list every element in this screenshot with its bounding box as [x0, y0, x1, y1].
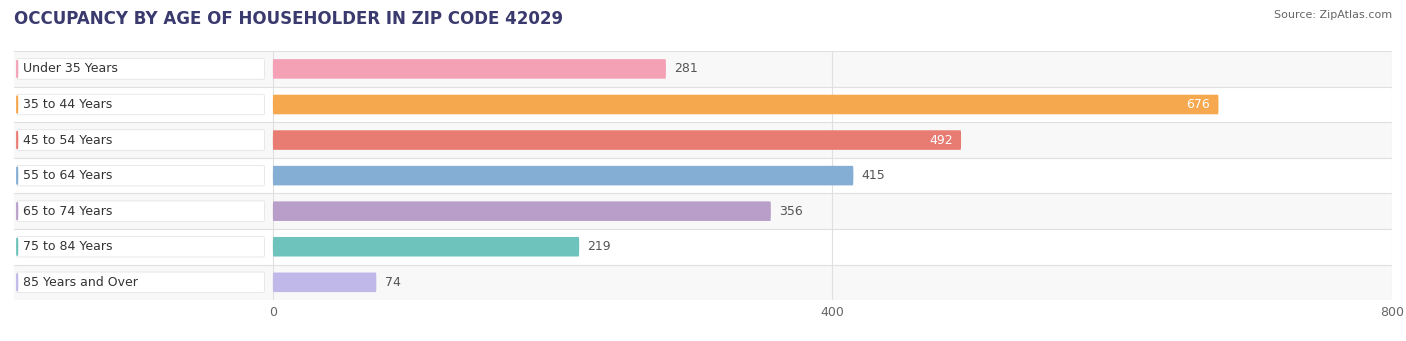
FancyBboxPatch shape	[273, 95, 1219, 114]
Text: OCCUPANCY BY AGE OF HOUSEHOLDER IN ZIP CODE 42029: OCCUPANCY BY AGE OF HOUSEHOLDER IN ZIP C…	[14, 10, 564, 28]
FancyBboxPatch shape	[273, 166, 853, 186]
FancyBboxPatch shape	[17, 130, 264, 150]
FancyBboxPatch shape	[17, 59, 264, 79]
FancyBboxPatch shape	[17, 236, 264, 257]
Text: 356: 356	[779, 205, 803, 218]
FancyBboxPatch shape	[14, 87, 1392, 122]
FancyBboxPatch shape	[273, 237, 579, 256]
Text: 45 to 54 Years: 45 to 54 Years	[24, 134, 112, 147]
FancyBboxPatch shape	[17, 201, 264, 221]
FancyBboxPatch shape	[17, 165, 264, 186]
FancyBboxPatch shape	[14, 51, 1392, 87]
Text: Under 35 Years: Under 35 Years	[24, 62, 118, 75]
Text: 74: 74	[385, 276, 401, 289]
Text: 281: 281	[675, 62, 697, 75]
Text: 219: 219	[588, 240, 612, 253]
Text: 676: 676	[1187, 98, 1211, 111]
FancyBboxPatch shape	[14, 229, 1392, 265]
FancyBboxPatch shape	[14, 158, 1392, 193]
FancyBboxPatch shape	[273, 130, 962, 150]
Text: 65 to 74 Years: 65 to 74 Years	[24, 205, 112, 218]
FancyBboxPatch shape	[273, 59, 666, 79]
Text: 75 to 84 Years: 75 to 84 Years	[24, 240, 112, 253]
Text: 85 Years and Over: 85 Years and Over	[24, 276, 138, 289]
FancyBboxPatch shape	[17, 272, 264, 293]
FancyBboxPatch shape	[14, 122, 1392, 158]
FancyBboxPatch shape	[17, 94, 264, 115]
Text: 55 to 64 Years: 55 to 64 Years	[24, 169, 112, 182]
Text: Source: ZipAtlas.com: Source: ZipAtlas.com	[1274, 10, 1392, 20]
FancyBboxPatch shape	[273, 272, 377, 292]
FancyBboxPatch shape	[273, 202, 770, 221]
Text: 35 to 44 Years: 35 to 44 Years	[24, 98, 112, 111]
FancyBboxPatch shape	[14, 265, 1392, 300]
Text: 415: 415	[862, 169, 886, 182]
Text: 492: 492	[929, 134, 953, 147]
FancyBboxPatch shape	[14, 193, 1392, 229]
